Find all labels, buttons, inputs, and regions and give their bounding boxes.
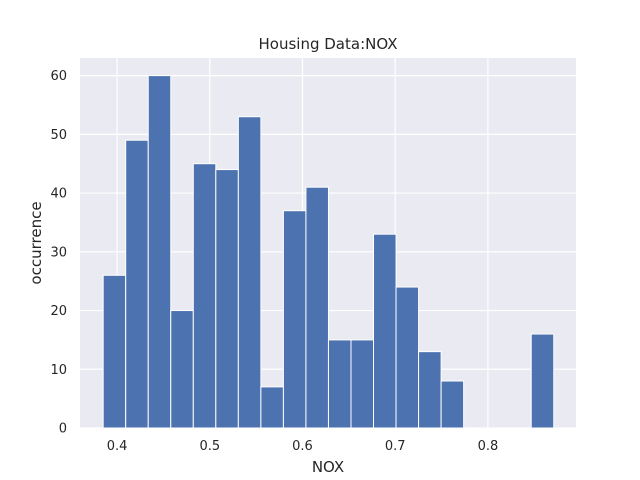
y-tick-label: 40 (50, 187, 67, 202)
y-tick-label: 30 (50, 245, 67, 260)
histogram-bar (170, 310, 194, 429)
y-tick-labels: 0 10 20 30 40 50 60 (50, 69, 67, 436)
y-tick-label: 10 (50, 363, 67, 378)
histogram-bar (192, 163, 217, 429)
x-tick-label: 0.7 (385, 439, 406, 454)
x-tick-labels: 0.4 0.5 0.6 0.7 0.8 (107, 439, 499, 454)
histogram-bar (125, 139, 149, 429)
histogram-bar (327, 339, 352, 429)
x-tick-label: 0.4 (107, 439, 128, 454)
histogram-bar (350, 339, 375, 429)
histogram-bar (395, 286, 420, 429)
histogram-bar (530, 333, 555, 429)
histogram-bar (260, 386, 284, 429)
histogram-bar (102, 274, 127, 429)
x-tick-label: 0.8 (478, 439, 499, 454)
y-tick-label: 60 (50, 69, 67, 84)
y-tick-label: 20 (50, 304, 67, 319)
y-tick-label: 50 (50, 128, 67, 143)
x-tick-label: 0.6 (292, 439, 313, 454)
histogram-bar (237, 116, 262, 429)
y-tick-label: 0 (59, 422, 67, 437)
histogram-bar (305, 186, 329, 429)
chart-title: Housing Data:NOX (259, 35, 398, 53)
histogram-bar (215, 169, 239, 429)
y-axis-label: occurrence (27, 201, 45, 284)
histogram-bars (102, 75, 555, 429)
x-tick-label: 0.5 (199, 439, 220, 454)
x-axis-label: NOX (312, 458, 344, 476)
histogram-bar (147, 75, 172, 429)
histogram-bar (440, 380, 465, 429)
histogram-bar (418, 351, 442, 429)
histogram-bar (373, 233, 397, 429)
histogram-bar (282, 210, 307, 429)
